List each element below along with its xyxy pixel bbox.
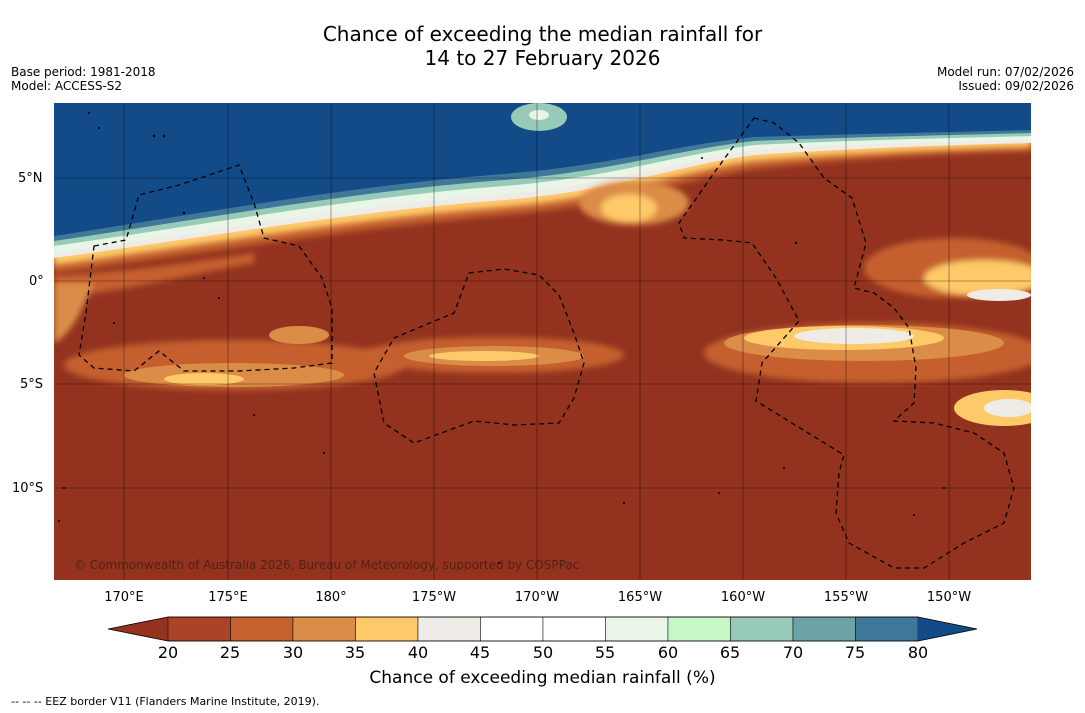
- colorbar-cell-60: [667, 616, 731, 642]
- colorbar-cell-65: [730, 616, 794, 642]
- lat-label-10s: 10°S: [12, 481, 44, 496]
- colorbar-cell-40: [417, 616, 481, 642]
- colorbar-tick-70: 70: [782, 643, 804, 662]
- colorbar-cell-35: [355, 616, 419, 642]
- model-run-date: Model run: 07/02/2026: [936, 65, 1074, 79]
- base-period: Base period: 1981-2018: [11, 65, 156, 79]
- colorbar-tick-45: 45: [469, 643, 491, 662]
- colorbar-tick-20: 20: [157, 643, 179, 662]
- map-title: Chance of exceeding the median rainfall …: [0, 22, 1085, 70]
- copyright-notice: © Commonwealth of Australia 2026, Bureau…: [74, 558, 580, 572]
- colorbar-cell-45: [480, 616, 544, 642]
- colorbar-tick-60: 60: [657, 643, 679, 662]
- lon-label-170e: 170°E: [104, 590, 144, 605]
- colorbar-cell-75: [855, 616, 919, 642]
- colorbar-under-arrow: [108, 617, 168, 641]
- meta-left: Base period: 1981-2018 Model: ACCESS-S2: [11, 65, 156, 93]
- model-name: Model: ACCESS-S2: [11, 79, 123, 93]
- colorbar-tick-30: 30: [282, 643, 304, 662]
- colorbar-tick-40: 40: [407, 643, 429, 662]
- island-specks: [58, 112, 945, 565]
- lon-label-165w: 165°W: [617, 590, 663, 605]
- eez-legend-note: -- -- -- EEZ border V11 (Flanders Marine…: [11, 695, 320, 708]
- lon-label-175e: 175°E: [208, 590, 248, 605]
- rainfall-map: [54, 103, 1031, 580]
- colorbar-cell-30: [292, 616, 356, 642]
- lon-label-155w: 155°W: [823, 590, 869, 605]
- northern-wet-bands: [54, 103, 1031, 273]
- lon-label-150w: 150°W: [926, 590, 972, 605]
- colorbar-over-arrow: [918, 617, 977, 641]
- colorbar-tick-80: 80: [907, 643, 929, 662]
- colorbar-tick-65: 65: [719, 643, 741, 662]
- issued-date: Issued: 09/02/2026: [958, 79, 1074, 93]
- lat-label-5n: 5°N: [18, 171, 43, 186]
- title-line-2: 14 to 27 February 2026: [424, 46, 661, 70]
- colorbar-label: Chance of exceeding median rainfall (%): [369, 668, 716, 688]
- colorbar-cell-20: [167, 616, 231, 642]
- colorbar-cells: [167, 616, 919, 642]
- lon-label-170w: 170°W: [514, 590, 560, 605]
- colorbar-cell-55: [605, 616, 669, 642]
- map-grid: [54, 103, 1031, 580]
- colorbar-tick-55: 55: [594, 643, 616, 662]
- colorbar-tick-75: 75: [844, 643, 866, 662]
- colorbar: [108, 616, 978, 642]
- colorbar-tick-50: 50: [532, 643, 554, 662]
- colorbar-cell-50: [542, 616, 606, 642]
- lat-label-5s: 5°S: [20, 377, 44, 392]
- lon-label-180: 180°: [315, 590, 347, 605]
- colorbar-tick-35: 35: [344, 643, 366, 662]
- lon-label-175w: 175°W: [411, 590, 457, 605]
- title-line-1: Chance of exceeding the median rainfall …: [322, 22, 763, 46]
- eez-borders: [78, 117, 1015, 569]
- colorbar-cell-70: [792, 616, 856, 642]
- moderate-bands: [54, 181, 1031, 343]
- meta-right: Model run: 07/02/2026 Issued: 09/02/2026: [937, 65, 1074, 93]
- colorbar-tick-25: 25: [219, 643, 241, 662]
- lon-label-160w: 160°W: [720, 590, 766, 605]
- colorbar-cell-25: [230, 616, 294, 642]
- lat-label-0: 0°: [29, 274, 44, 289]
